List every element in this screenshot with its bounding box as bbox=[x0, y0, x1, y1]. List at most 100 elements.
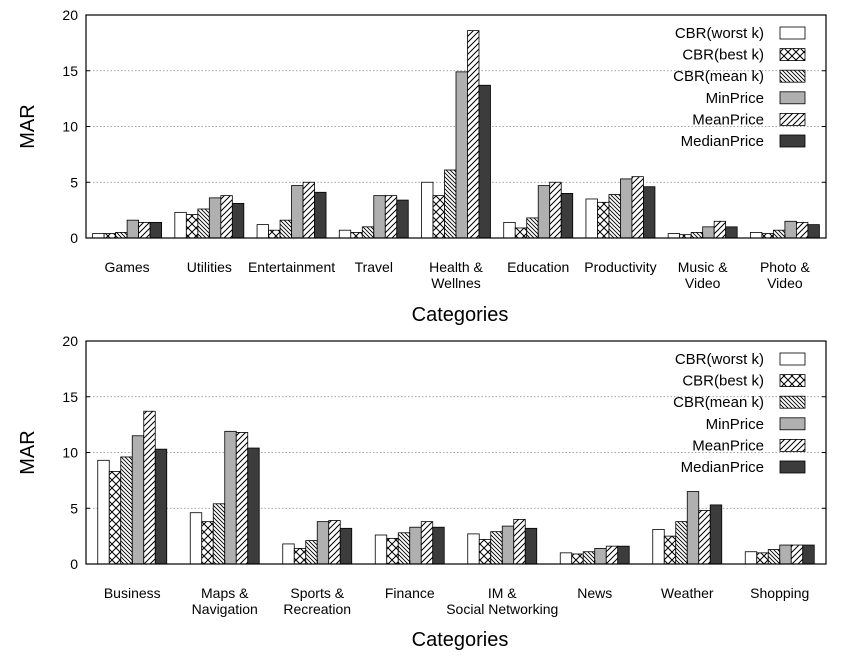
legend-label: MeanPrice bbox=[692, 437, 764, 454]
bar bbox=[384, 195, 398, 239]
bar bbox=[790, 544, 804, 565]
bar bbox=[756, 552, 769, 565]
bar bbox=[779, 544, 792, 565]
legend-swatch bbox=[779, 438, 806, 452]
bar bbox=[231, 203, 245, 239]
bar bbox=[585, 198, 598, 239]
bar bbox=[503, 221, 516, 239]
bar bbox=[761, 233, 774, 239]
bar bbox=[174, 211, 187, 239]
bar bbox=[247, 447, 260, 565]
bar bbox=[197, 208, 210, 239]
bar bbox=[338, 229, 352, 239]
y-axis-label: MAR bbox=[17, 104, 39, 148]
x-axis-title: Categories bbox=[412, 304, 509, 326]
y-tick-label: 0 bbox=[70, 556, 78, 572]
bar bbox=[432, 195, 445, 239]
bar bbox=[314, 191, 327, 239]
y-tick-label: 15 bbox=[62, 63, 78, 79]
bar bbox=[686, 491, 700, 565]
x-axis-title: Categories bbox=[412, 629, 509, 651]
x-tick-label: Travel bbox=[355, 259, 393, 275]
x-tick-label: Finance bbox=[385, 585, 435, 601]
bar bbox=[713, 220, 727, 239]
y-tick-label: 10 bbox=[62, 445, 78, 461]
x-tick-label: Photo & Video bbox=[760, 259, 810, 291]
y-tick-label: 0 bbox=[70, 230, 78, 246]
bar bbox=[767, 549, 781, 565]
bar bbox=[154, 448, 168, 565]
chart-2: 0 5 10 15 20 MAR Business Maps & Navigation Sport… bbox=[17, 333, 827, 651]
legend-swatch bbox=[779, 48, 806, 61]
bar bbox=[316, 521, 330, 565]
bar bbox=[224, 430, 237, 565]
x-tick-label: Business bbox=[104, 585, 161, 601]
bar bbox=[373, 195, 386, 239]
bar bbox=[605, 545, 619, 565]
x-tick-label: Education bbox=[507, 259, 569, 275]
bar bbox=[582, 551, 596, 565]
bar bbox=[131, 435, 145, 565]
bar bbox=[108, 471, 122, 565]
bar bbox=[361, 226, 375, 239]
y-axis-label: MAR bbox=[17, 430, 39, 474]
bar bbox=[189, 512, 203, 565]
bar bbox=[643, 186, 656, 239]
legend-swatch bbox=[779, 352, 806, 366]
bar bbox=[115, 232, 128, 239]
legend-label: CBR(mean k) bbox=[673, 68, 764, 85]
bar bbox=[524, 527, 538, 565]
bar bbox=[350, 232, 363, 239]
bar bbox=[513, 519, 526, 565]
bar bbox=[490, 531, 503, 565]
plot-frame bbox=[85, 14, 827, 239]
bar bbox=[268, 229, 281, 239]
legend-swatch bbox=[779, 374, 806, 388]
bar bbox=[559, 552, 573, 565]
y-tick-label: 5 bbox=[70, 500, 78, 516]
bar bbox=[514, 227, 528, 239]
bar bbox=[420, 521, 434, 565]
x-tick-label: Entertainment bbox=[248, 259, 335, 275]
legend-label: CBR(worst k) bbox=[675, 25, 764, 42]
bar bbox=[396, 199, 409, 239]
bar bbox=[549, 181, 562, 239]
x-tick-label: Music & Video bbox=[678, 259, 728, 291]
x-tick-label: Productivity bbox=[584, 259, 656, 275]
bar bbox=[795, 221, 809, 239]
bar bbox=[784, 220, 797, 239]
x-tick-label: Games bbox=[105, 259, 150, 275]
bar bbox=[667, 233, 681, 239]
x-tick-label: IM & Social Networking bbox=[446, 585, 558, 617]
bar bbox=[749, 232, 763, 239]
plot-frame bbox=[85, 340, 827, 565]
legend-swatch bbox=[779, 113, 806, 126]
bar bbox=[138, 221, 151, 239]
bar bbox=[620, 178, 633, 239]
bar bbox=[305, 540, 318, 565]
bar bbox=[409, 526, 422, 565]
legend-swatch bbox=[779, 26, 806, 40]
bar bbox=[421, 181, 434, 239]
legend-label: MinPrice bbox=[706, 416, 764, 433]
legend-label: CBR(best k) bbox=[682, 373, 764, 390]
legend-label: MinPrice bbox=[706, 90, 764, 107]
bar bbox=[690, 232, 704, 239]
bar bbox=[537, 185, 551, 239]
bar bbox=[397, 532, 411, 565]
bar bbox=[293, 547, 307, 565]
bar bbox=[291, 185, 304, 239]
bar bbox=[339, 527, 353, 565]
bar bbox=[149, 221, 163, 239]
bar bbox=[97, 459, 110, 565]
bar bbox=[201, 521, 214, 565]
bar bbox=[597, 201, 610, 239]
bar bbox=[663, 535, 677, 565]
bar bbox=[126, 219, 140, 239]
bar bbox=[282, 543, 295, 565]
legend-label: CBR(mean k) bbox=[673, 394, 764, 411]
bar bbox=[702, 226, 715, 239]
legend-label: MedianPrice bbox=[681, 459, 764, 476]
y-tick-label: 15 bbox=[62, 389, 78, 405]
chart-1: 0 5 10 15 20 MAR Games Utilities Entertainment Tr… bbox=[17, 7, 827, 326]
